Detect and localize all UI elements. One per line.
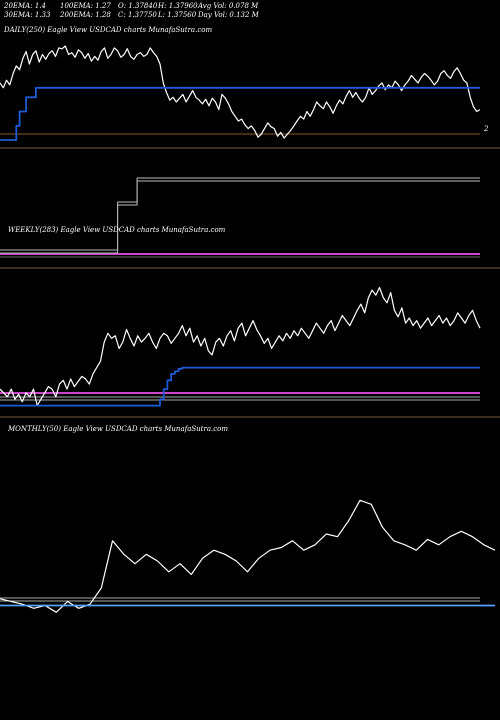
monthly-panel — [0, 499, 496, 613]
weekly-overview-panel — [0, 177, 500, 269]
daily-ma-line — [0, 86, 480, 141]
weekly-price-line — [0, 286, 481, 407]
header-day-vol: Day Vol: 0.132 M — [198, 11, 259, 19]
header-20ema: 20EMA: 1.4 — [4, 2, 46, 10]
header-avg-vol: Avg Vol: 0.078 M — [198, 2, 259, 10]
monthly-panel-label: MONTHLY(50) Eagle View USDCAD charts Mun… — [8, 425, 229, 433]
header-200ema: 200EMA: 1.28 — [60, 11, 111, 19]
daily-panel — [0, 45, 500, 149]
header-30ema: 30EMA: 1.33 — [4, 11, 51, 19]
weekly-overview-ma-outer — [0, 177, 480, 251]
daily-panel-label: DAILY(250) Eagle View USDCAD charts Muna… — [4, 26, 213, 34]
daily-price-line — [0, 45, 481, 139]
header-open: O: 1.37840 — [118, 2, 158, 10]
weekly-overview-ma-inner — [0, 180, 480, 254]
weekly-panel — [0, 286, 500, 418]
weekly-panel-label: WEEKLY(283) Eagle View USDCAD charts Mun… — [8, 226, 226, 234]
daily-right-label: 2 — [484, 125, 489, 133]
monthly-price-line — [0, 499, 496, 613]
weekly-ma-line — [0, 366, 480, 407]
header-high: H: 1.37960 — [158, 2, 198, 10]
header-100ema: 100EMA: 1.27 — [60, 2, 111, 10]
header-close: C: 1.37750 — [118, 11, 157, 19]
header-low: L: 1.37560 — [158, 11, 197, 19]
